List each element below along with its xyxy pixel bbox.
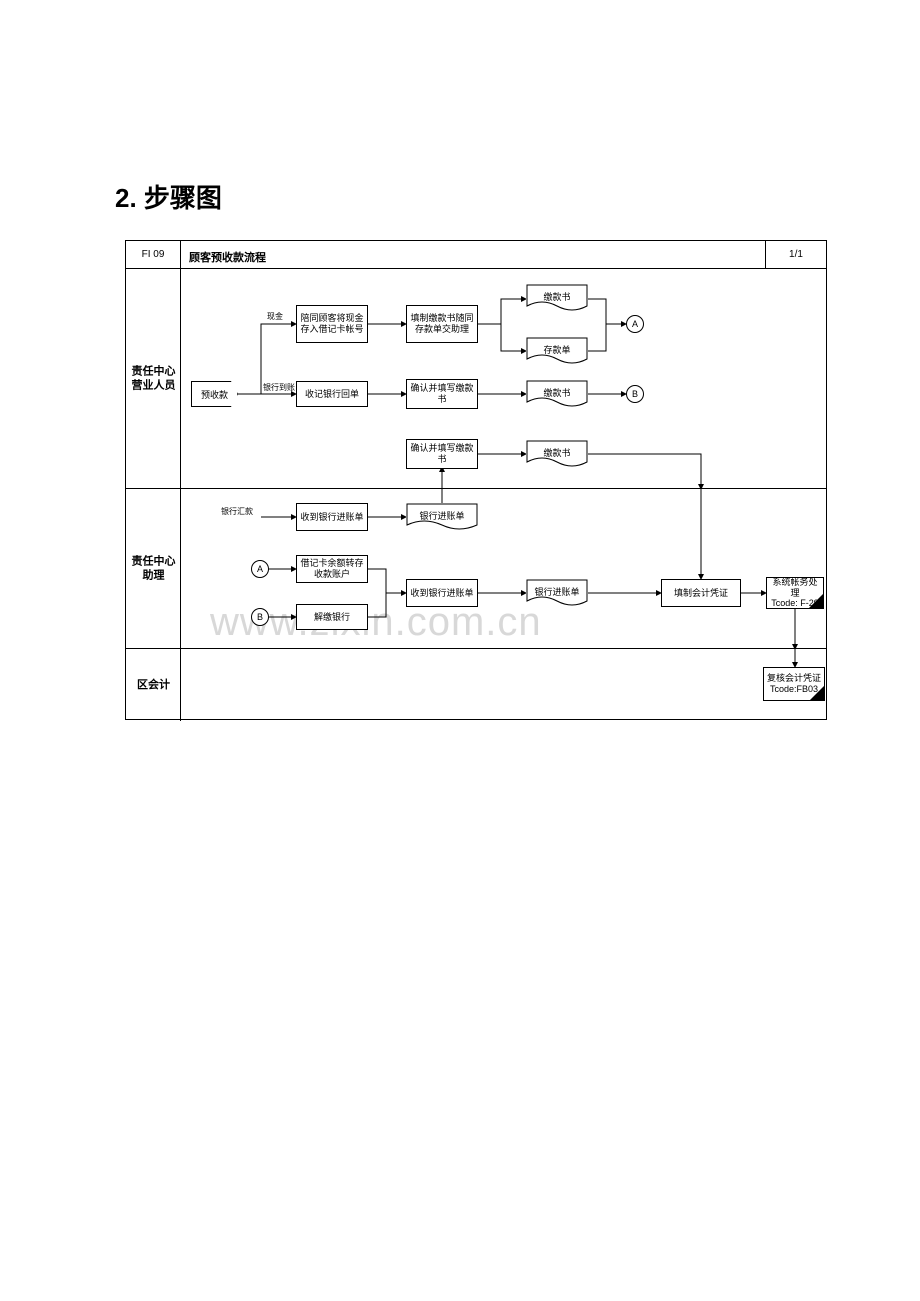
doc-d2: 存款单	[526, 337, 588, 365]
doc-d4: 缴款书	[526, 440, 588, 468]
header-row: FI 09 顾客预收款流程 1/1	[126, 241, 826, 269]
node-n7: 借记卡余额转存收款账户	[296, 555, 368, 583]
node-n12-system: 复核会计凭证 Tcode:FB03	[763, 667, 825, 701]
node-n1: 陪同顾客将现金存入借记卡帐号	[296, 305, 368, 343]
header-page: 1/1	[766, 241, 826, 269]
connector-B-out: B	[626, 385, 644, 403]
doc-d3: 缴款书	[526, 380, 588, 408]
doc-d4-label: 缴款书	[526, 446, 588, 459]
edge-label-cash: 现金	[267, 311, 283, 322]
node-n9: 收到银行进账单	[406, 579, 478, 607]
lane-assistant: 责任中心 助理	[126, 489, 826, 649]
start-label: 预收款	[201, 388, 228, 401]
doc-d1-label: 缴款书	[526, 290, 588, 303]
doc-d3-label: 缴款书	[526, 386, 588, 399]
lane-label-1: 责任中心 营业人员	[126, 364, 181, 393]
node-n5: 确认并填写缴款书	[406, 439, 478, 469]
doc-d2-label: 存款单	[526, 343, 588, 356]
edges-lane3	[181, 649, 828, 721]
node-n3: 收记银行回单	[296, 381, 368, 407]
lane-label-2: 责任中心 助理	[126, 554, 181, 583]
node-n2: 填制缴款书随同存款单交助理	[406, 305, 478, 343]
header-code: FI 09	[126, 241, 181, 269]
doc-d6-label: 银行进账单	[526, 585, 588, 598]
edges-lane2	[181, 489, 828, 649]
doc-d6: 银行进账单	[526, 579, 588, 607]
node-n10: 填制会计凭证	[661, 579, 741, 607]
edge-label-remit: 银行汇款	[221, 506, 253, 517]
lane-accountant: 区会计 复核会计凭证 Tcode:FB03	[126, 649, 826, 721]
node-n6: 收到银行进账单	[296, 503, 368, 531]
doc-d1: 缴款书	[526, 284, 588, 312]
edge-label-bankrec: 银行到账	[263, 382, 295, 393]
edges-lane1	[181, 269, 828, 489]
start-node: 预收款	[191, 381, 238, 407]
lane-sales: 责任中心 营业人员	[126, 269, 826, 489]
doc-d5: 银行进账单	[406, 503, 478, 531]
node-n11-system: 系统帐务处理 Tcode: F-29	[766, 577, 824, 609]
flowchart-frame: FI 09 顾客预收款流程 1/1 责任中心 营业人员	[125, 240, 827, 720]
connector-B-in: B	[251, 608, 269, 626]
lane-label-3: 区会计	[126, 678, 181, 692]
node-n4: 确认并填写缴款书	[406, 379, 478, 409]
header-title: 顾客预收款流程	[181, 241, 766, 269]
doc-d5-label: 银行进账单	[406, 509, 478, 522]
connector-A-in: A	[251, 560, 269, 578]
section-heading: 2. 步骤图	[115, 178, 222, 215]
node-n8: 解缴银行	[296, 604, 368, 630]
connector-A-out: A	[626, 315, 644, 333]
